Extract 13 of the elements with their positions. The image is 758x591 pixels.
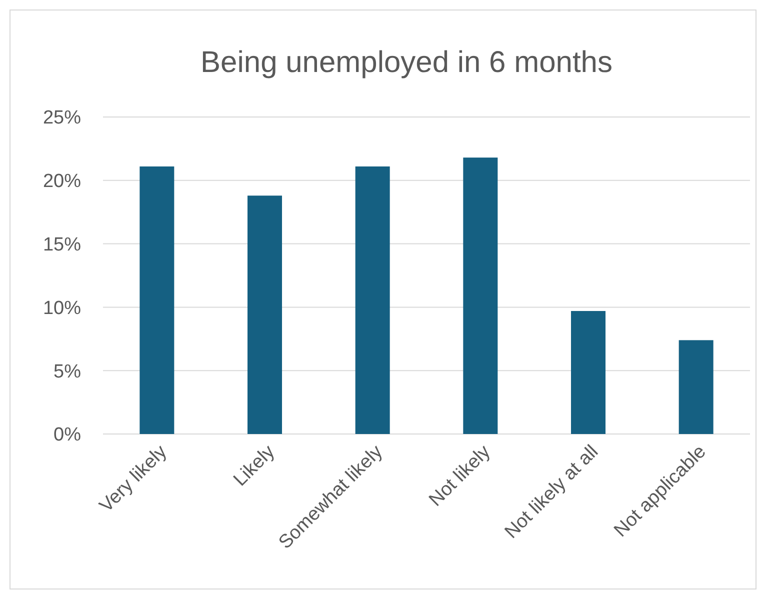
y-tick-label: 5% xyxy=(54,361,82,382)
chart-title: Being unemployed in 6 months xyxy=(200,46,612,79)
bar xyxy=(355,166,390,434)
y-tick-label: 0% xyxy=(54,424,82,446)
bar xyxy=(140,166,174,434)
bar xyxy=(678,340,714,434)
bar xyxy=(247,196,282,434)
y-tick-label: 25% xyxy=(42,108,82,129)
bar xyxy=(570,311,606,434)
y-tick-label: 15% xyxy=(42,234,82,256)
y-tick-label: 10% xyxy=(42,298,82,319)
bar xyxy=(463,158,498,434)
y-tick-label: 20% xyxy=(42,171,82,192)
